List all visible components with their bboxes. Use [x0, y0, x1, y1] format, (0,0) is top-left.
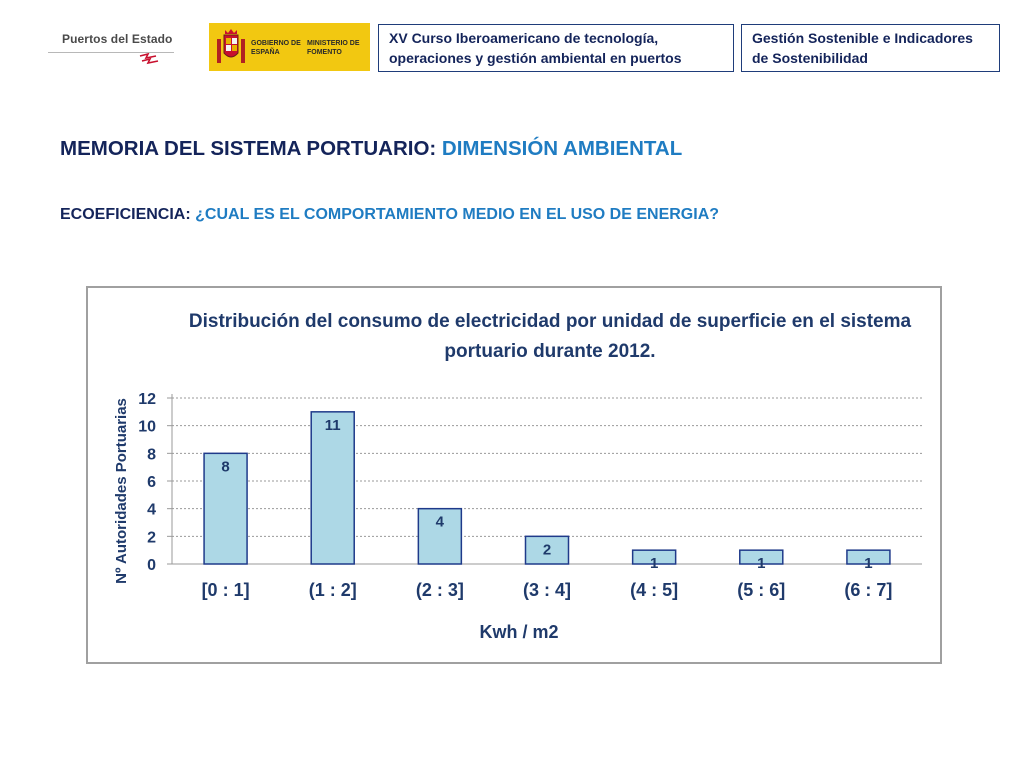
x-tick-label: [0 : 1]: [202, 580, 250, 600]
x-tick-label: (1 : 2]: [309, 580, 357, 600]
bar-value-label: 1: [757, 555, 765, 572]
bar-value-label: 1: [650, 555, 658, 572]
logo-rule: [48, 52, 174, 53]
slide-subtitle-main: ECOEFICIENCIA:: [60, 206, 191, 223]
puertos-mark-icon: [139, 53, 159, 65]
bar: [631, 549, 677, 565]
y-tick-label: 12: [138, 391, 156, 408]
topic-title-box: Gestión Sostenible e Indicadores de Sost…: [741, 24, 1000, 72]
puertos-logo-text: Puertos del Estado: [62, 32, 173, 46]
gobierno-espana-logo: GOBIERNO DE ESPAÑA MINISTERIO DE FOMENTO: [209, 23, 370, 71]
x-tick-label: (4 : 5]: [630, 580, 678, 600]
y-tick-label: 6: [147, 474, 156, 491]
bar-value-label: 11: [325, 417, 341, 434]
bar: [417, 507, 463, 565]
puertos-del-estado-logo: Puertos del Estado: [48, 30, 174, 70]
bar-value-label: 4: [436, 514, 445, 531]
slide-subtitle-accent: ¿CUAL ES EL COMPORTAMIENTO MEDIO EN EL U…: [195, 206, 720, 223]
bar: [846, 549, 891, 565]
course-title-box: XV Curso Iberoamericano de tecnología, o…: [378, 24, 734, 72]
slide-title-accent: DIMENSIÓN AMBIENTAL: [441, 137, 683, 160]
bar-value-label: 1: [864, 555, 872, 572]
bar: [310, 411, 355, 565]
slide-subtitle: ECOEFICIENCIA: ¿CUAL ES EL COMPORTAMIENT…: [60, 206, 719, 224]
gobierno-text: GOBIERNO DE ESPAÑA: [251, 40, 301, 56]
x-tick-label: (5 : 6]: [737, 580, 785, 600]
y-axis-title: Nº Autoridades Portuarias: [113, 398, 130, 584]
chart-title-line: Distribución del consumo de electricidad…: [189, 311, 912, 332]
coat-of-arms-icon: [217, 29, 245, 63]
bar: [739, 549, 784, 565]
x-axis-title: Kwh / m2: [479, 622, 558, 642]
bar: [524, 535, 570, 565]
y-tick-label: 0: [147, 557, 156, 574]
chart-title-line: portuario durante 2012.: [444, 341, 655, 362]
slide-title: MEMORIA DEL SISTEMA PORTUARIO: DIMENSIÓN…: [60, 137, 682, 161]
x-tick-label: (2 : 3]: [416, 580, 464, 600]
slide-title-main: MEMORIA DEL SISTEMA PORTUARIO:: [60, 137, 437, 160]
y-tick-label: 4: [147, 502, 156, 519]
y-tick-label: 8: [147, 446, 156, 463]
bar-value-label: 2: [543, 541, 551, 558]
x-tick-label: (3 : 4]: [523, 580, 571, 600]
chart-frame: Distribución del consumo de electricidad…: [86, 286, 942, 664]
bar-value-label: 8: [221, 458, 229, 475]
y-tick-label: 10: [138, 419, 156, 436]
bar: [203, 452, 248, 565]
y-tick-label: 2: [147, 529, 156, 546]
ministerio-text: MINISTERIO DE FOMENTO: [307, 40, 360, 56]
x-tick-label: (6 : 7]: [844, 580, 892, 600]
bar-chart: Distribución del consumo de electricidad…: [113, 311, 922, 642]
